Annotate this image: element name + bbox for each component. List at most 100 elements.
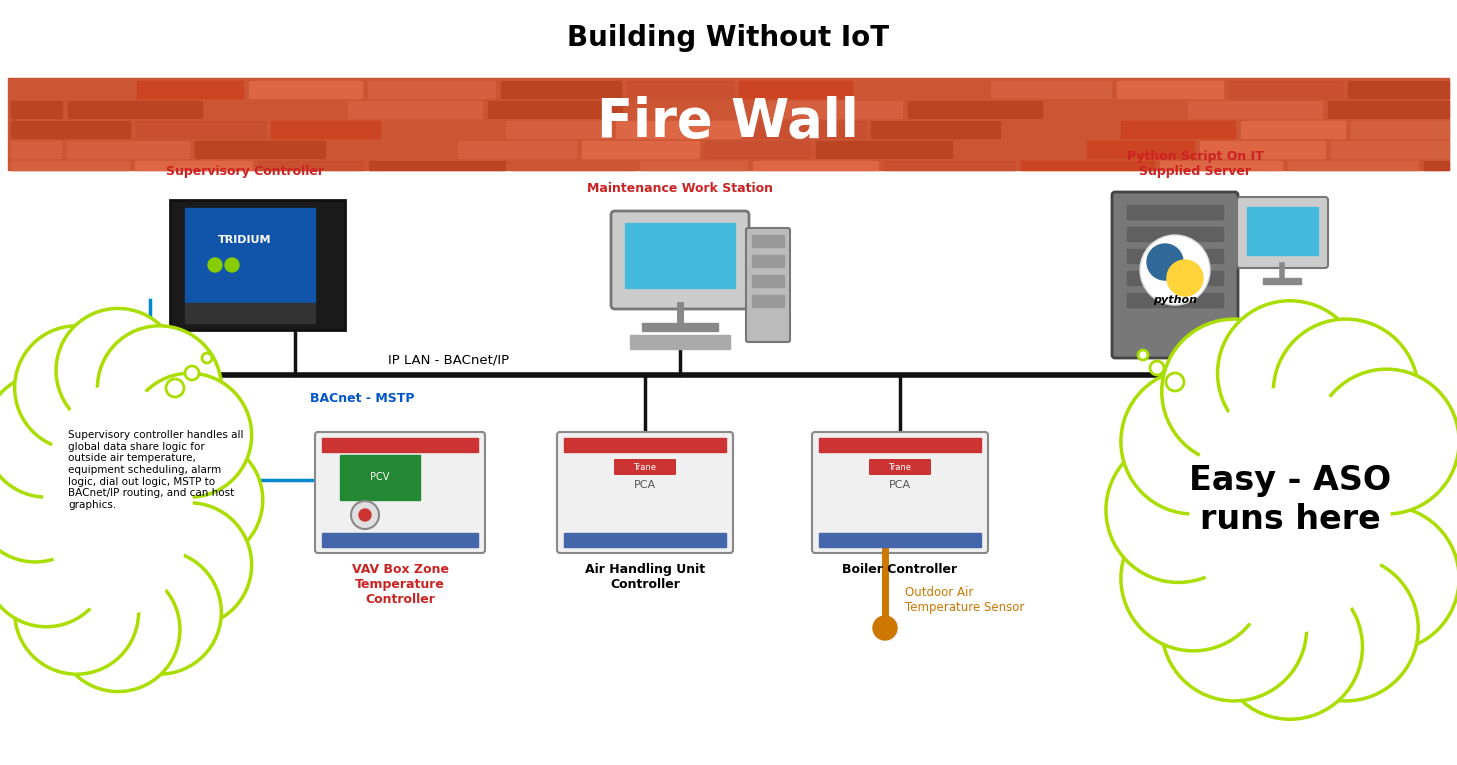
- Bar: [746, 121, 865, 138]
- Bar: [753, 161, 879, 170]
- Bar: [627, 81, 733, 98]
- Bar: [68, 101, 203, 118]
- Text: BACnet - MSTP: BACnet - MSTP: [310, 392, 414, 405]
- Bar: [819, 438, 981, 452]
- Bar: [819, 533, 981, 547]
- Bar: [137, 81, 243, 98]
- Circle shape: [98, 326, 221, 450]
- Bar: [1118, 81, 1222, 98]
- FancyBboxPatch shape: [557, 432, 733, 553]
- Bar: [1005, 121, 1115, 138]
- Bar: [1128, 249, 1222, 263]
- Bar: [739, 81, 852, 98]
- Ellipse shape: [1189, 386, 1391, 633]
- Bar: [816, 141, 951, 158]
- Circle shape: [1147, 244, 1183, 280]
- Bar: [1288, 161, 1418, 170]
- Bar: [12, 161, 130, 170]
- FancyBboxPatch shape: [610, 211, 749, 309]
- Bar: [1351, 121, 1450, 138]
- Bar: [752, 235, 784, 247]
- Bar: [1128, 293, 1222, 307]
- Circle shape: [1273, 319, 1418, 464]
- Circle shape: [166, 379, 184, 397]
- FancyBboxPatch shape: [1112, 192, 1238, 358]
- Bar: [386, 121, 500, 138]
- Bar: [136, 121, 265, 138]
- FancyBboxPatch shape: [170, 200, 345, 330]
- Bar: [858, 81, 985, 98]
- Bar: [1187, 101, 1321, 118]
- Bar: [185, 303, 315, 323]
- Bar: [12, 141, 61, 158]
- Circle shape: [0, 373, 108, 497]
- Bar: [1021, 161, 1154, 170]
- Circle shape: [1150, 361, 1164, 375]
- Bar: [616, 121, 740, 138]
- Bar: [705, 141, 810, 158]
- Bar: [625, 223, 734, 288]
- Bar: [752, 275, 784, 287]
- Bar: [322, 533, 478, 547]
- Circle shape: [15, 326, 138, 450]
- Bar: [629, 335, 730, 349]
- Bar: [1128, 227, 1222, 241]
- Circle shape: [1314, 369, 1457, 514]
- Text: Trane: Trane: [634, 463, 657, 471]
- Bar: [136, 161, 252, 170]
- Text: Trane: Trane: [889, 463, 912, 471]
- Bar: [1048, 101, 1182, 118]
- Bar: [195, 141, 325, 158]
- Circle shape: [1166, 373, 1185, 391]
- Bar: [67, 141, 189, 158]
- Bar: [628, 101, 762, 118]
- Ellipse shape: [44, 383, 192, 617]
- FancyBboxPatch shape: [613, 459, 676, 475]
- Bar: [643, 323, 718, 331]
- Circle shape: [1161, 556, 1307, 701]
- Bar: [752, 255, 784, 267]
- Bar: [1087, 141, 1193, 158]
- Text: PCA: PCA: [634, 480, 656, 490]
- FancyBboxPatch shape: [1237, 197, 1327, 268]
- Circle shape: [55, 308, 181, 432]
- Bar: [1160, 161, 1282, 170]
- FancyBboxPatch shape: [746, 228, 790, 342]
- Circle shape: [208, 258, 221, 272]
- Bar: [1128, 271, 1222, 285]
- Text: Maintenance Work Station: Maintenance Work Station: [587, 182, 774, 195]
- Text: Building Without IoT: Building Without IoT: [567, 24, 889, 52]
- Bar: [564, 438, 726, 452]
- Bar: [1332, 141, 1450, 158]
- Circle shape: [1161, 319, 1307, 464]
- Circle shape: [15, 550, 138, 674]
- Bar: [1241, 121, 1345, 138]
- Bar: [506, 121, 610, 138]
- Circle shape: [224, 258, 239, 272]
- Circle shape: [1273, 556, 1418, 701]
- Bar: [348, 101, 482, 118]
- Circle shape: [128, 373, 252, 497]
- Bar: [7, 78, 1450, 170]
- Text: Outdoor Air
Temperature Sensor: Outdoor Air Temperature Sensor: [905, 586, 1024, 614]
- Circle shape: [1314, 506, 1457, 651]
- Bar: [185, 208, 315, 303]
- Bar: [640, 161, 747, 170]
- Bar: [768, 101, 902, 118]
- Text: Python Script On IT
Supplied Server: Python Script On IT Supplied Server: [1126, 150, 1263, 178]
- Bar: [322, 438, 478, 452]
- Bar: [369, 161, 506, 170]
- Bar: [908, 101, 1042, 118]
- Circle shape: [1139, 235, 1209, 305]
- Circle shape: [1120, 506, 1266, 651]
- Text: python: python: [1152, 295, 1198, 305]
- Bar: [1230, 81, 1342, 98]
- Text: Supervisory Controller: Supervisory Controller: [166, 165, 323, 178]
- Circle shape: [203, 353, 213, 363]
- FancyBboxPatch shape: [868, 459, 931, 475]
- Bar: [1247, 207, 1319, 255]
- Circle shape: [185, 366, 200, 380]
- Circle shape: [358, 509, 372, 521]
- Bar: [991, 81, 1112, 98]
- Ellipse shape: [1174, 367, 1406, 653]
